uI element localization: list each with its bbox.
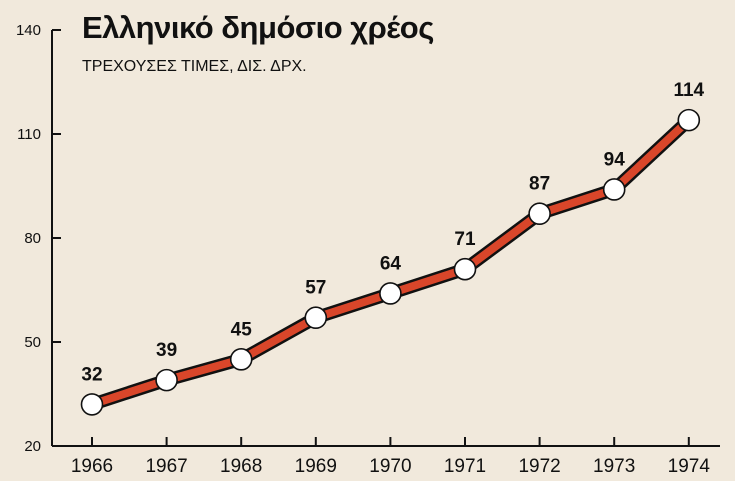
data-point — [229, 348, 253, 371]
data-point — [155, 368, 178, 392]
x-tick-label: 1973 — [593, 456, 635, 477]
data-point — [304, 306, 328, 330]
data-label: 87 — [529, 174, 550, 195]
x-tick-label: 1967 — [145, 456, 187, 477]
y-tick-label: 80 — [24, 230, 41, 247]
x-tick-label: 1972 — [518, 456, 560, 477]
x-tick-label: 1970 — [369, 456, 411, 477]
data-label: 114 — [673, 80, 704, 101]
y-tick-label: 20 — [24, 438, 41, 455]
chart-title: Ελληνικό δημόσιο χρέος — [82, 10, 434, 45]
y-tick-label: 140 — [16, 22, 41, 39]
data-point — [602, 178, 626, 201]
data-label: 32 — [81, 364, 102, 385]
data-label: 57 — [305, 278, 326, 299]
data-point — [80, 393, 104, 416]
x-tick-label: 1974 — [668, 456, 711, 477]
data-label: 94 — [604, 149, 626, 170]
data-label: 39 — [156, 340, 177, 361]
data-label: 64 — [380, 253, 402, 274]
data-label: 71 — [454, 229, 476, 250]
data-point — [379, 282, 402, 305]
chart-subtitle: ΤΡΕΧΟΥΣΕΣ ΤΙΜΕΣ, ΔΙΣ. ΔΡΧ. — [82, 58, 307, 75]
data-label-layer: 32 39 45 57 64 71 87 94 114 — [81, 80, 704, 385]
y-tick-label: 50 — [24, 334, 41, 351]
data-label: 45 — [231, 319, 253, 340]
x-tick-label: 1966 — [71, 456, 113, 477]
x-tick-label: 1969 — [295, 456, 337, 477]
y-tick-label: 110 — [17, 126, 41, 143]
x-tick-label: 1968 — [220, 456, 262, 477]
x-tick-label: 1971 — [444, 456, 486, 477]
data-point — [453, 257, 477, 281]
data-point — [528, 202, 551, 226]
marker-layer — [80, 108, 701, 416]
axes: 20 50 80 110 140 1966 1967 1968 1969 1970 1971 1972… — [16, 22, 720, 477]
data-point — [677, 108, 701, 132]
